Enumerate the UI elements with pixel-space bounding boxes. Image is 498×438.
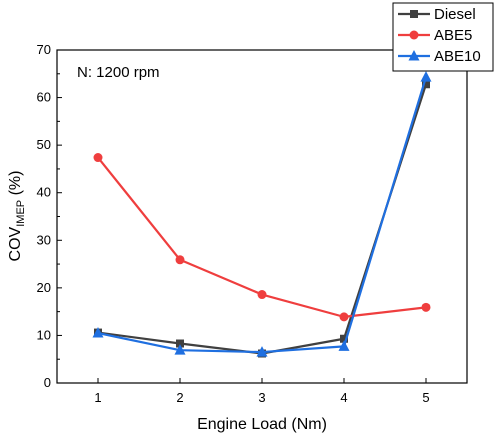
y-axis-title-subscript: IMEP	[15, 200, 27, 227]
data-point-abe10	[92, 327, 104, 338]
data-point-abe5	[339, 312, 349, 322]
data-point-abe5	[93, 153, 103, 163]
data-point-diesel	[422, 80, 430, 89]
data-point-abe10	[338, 340, 350, 351]
x-tick-label: 5	[422, 390, 429, 405]
data-point-abe5	[421, 302, 431, 312]
legend: Diesel ABE5 ABE10	[392, 2, 494, 72]
data-point-diesel	[340, 334, 348, 343]
series-abe10	[92, 71, 432, 357]
legend-marker-diesel	[410, 10, 418, 18]
legend-label-abe5: ABE5	[434, 27, 472, 44]
x-tick-label: 2	[176, 390, 183, 405]
y-axis-title-unit: (%)	[7, 171, 24, 200]
y-tick-label: 70	[37, 42, 51, 57]
x-tick-label: 1	[94, 390, 101, 405]
x-axis-ticks: 1 2 3 4 5	[94, 378, 430, 405]
plot-frame	[56, 49, 468, 384]
y-axis-title: COVIMEP (%)	[7, 171, 27, 262]
data-point-abe10	[174, 344, 186, 355]
y-tick-label: 60	[37, 90, 51, 105]
data-point-abe10	[256, 346, 268, 357]
series-line-abe10	[97, 76, 428, 354]
y-axis-title-main: COV	[7, 226, 24, 261]
legend-marker-abe10	[408, 50, 420, 61]
y-tick-label: 0	[44, 375, 51, 390]
y-axis-ticks: 0 10 20 30 40 50 60 70	[37, 42, 62, 390]
y-tick-label: 10	[37, 327, 51, 342]
data-point-diesel	[176, 339, 184, 348]
x-axis-title: Engine Load (Nm)	[197, 416, 327, 433]
data-point-abe5	[175, 255, 185, 265]
condition-annotation: N: 1200 rpm	[77, 64, 160, 81]
y-tick-label: 30	[37, 232, 51, 247]
y-tick-label: 20	[37, 280, 51, 295]
series-abe5	[93, 153, 431, 322]
legend-marker-abe5	[409, 30, 419, 40]
legend-label-abe10: ABE10	[434, 48, 481, 65]
data-point-abe5	[257, 290, 267, 300]
series-layer	[92, 71, 432, 358]
legend-label-diesel: Diesel	[434, 6, 476, 23]
data-point-abe10	[420, 71, 432, 82]
y-tick-label: 40	[37, 185, 51, 200]
x-tick-label: 3	[258, 390, 265, 405]
series-diesel	[94, 80, 430, 358]
x-tick-label: 4	[340, 390, 347, 405]
y-tick-label: 50	[37, 137, 51, 152]
